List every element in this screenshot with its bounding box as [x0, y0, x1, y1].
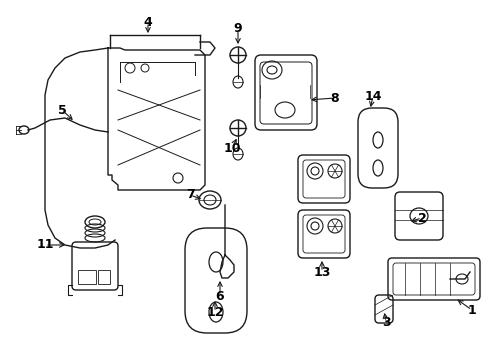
Text: 4: 4 — [144, 15, 152, 28]
Text: 6: 6 — [216, 289, 224, 302]
Text: 14: 14 — [364, 90, 382, 103]
Text: 12: 12 — [206, 306, 224, 319]
Text: 8: 8 — [331, 91, 339, 104]
Text: 9: 9 — [234, 22, 243, 35]
Text: 13: 13 — [313, 266, 331, 279]
Text: 1: 1 — [467, 303, 476, 316]
Text: 10: 10 — [223, 141, 241, 154]
Text: 5: 5 — [58, 104, 66, 117]
Bar — [78, 270, 96, 284]
Text: 7: 7 — [186, 189, 195, 202]
Bar — [98, 270, 110, 284]
Text: 11: 11 — [36, 238, 54, 252]
Text: 2: 2 — [417, 211, 426, 225]
Text: 3: 3 — [382, 315, 391, 328]
